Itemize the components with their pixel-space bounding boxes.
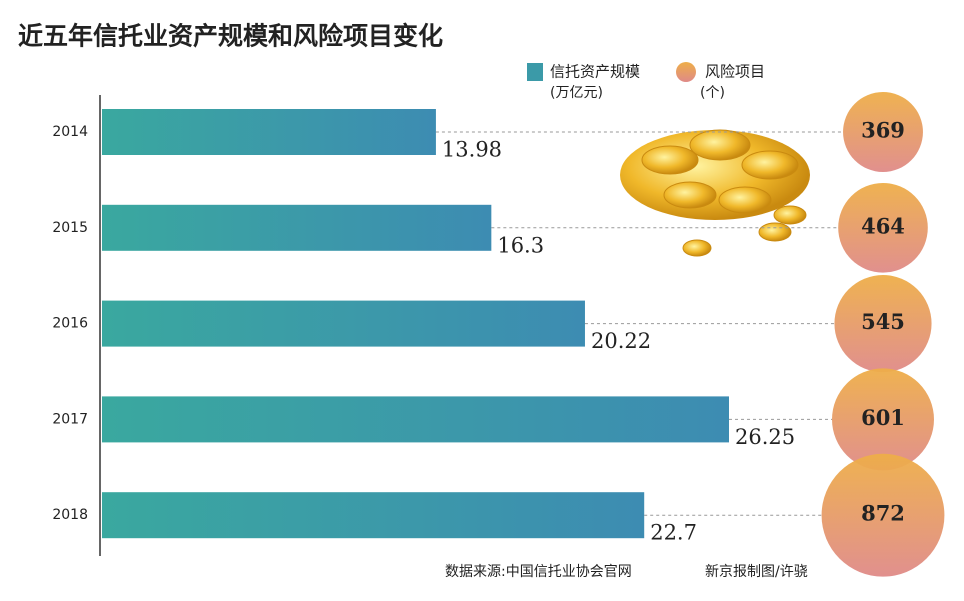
bubble-label: 464	[861, 213, 905, 238]
bubble-label: 601	[861, 405, 905, 430]
legend-label: 风险项目	[705, 63, 765, 81]
bubble	[838, 182, 928, 273]
legend-unit: (个)	[700, 85, 725, 101]
legend-swatch	[676, 62, 696, 82]
source: 数据来源:中国信托业协会官网	[445, 564, 632, 580]
legend-unit: (万亿元)	[550, 85, 603, 101]
value-label: 26.25	[735, 425, 795, 449]
y-tick-label: 2016	[52, 316, 88, 332]
bubble	[821, 453, 945, 577]
legend-swatch	[527, 63, 543, 81]
bar	[102, 492, 645, 539]
y-tick-label: 2015	[52, 220, 88, 236]
bubble	[843, 92, 923, 172]
value-label: 22.7	[650, 521, 697, 545]
y-tick-label: 2014	[52, 124, 88, 140]
value-label: 13.98	[442, 138, 502, 162]
bubble-label: 872	[861, 501, 905, 526]
bar	[102, 396, 729, 443]
bar	[102, 204, 492, 251]
value-label: 20.22	[591, 329, 651, 353]
bar	[102, 300, 585, 347]
coins	[620, 129, 810, 257]
y-tick-label: 2017	[52, 411, 88, 427]
value-label: 16.3	[497, 233, 544, 257]
bubble	[832, 368, 934, 471]
bubble-label: 545	[861, 309, 905, 334]
credit: 新京报制图/许骁	[705, 564, 808, 580]
bubble-label: 369	[861, 118, 905, 143]
bubble	[834, 275, 932, 373]
y-tick-label: 2018	[52, 507, 88, 523]
legend-label: 信托资产规模	[550, 63, 640, 81]
chart-title: 近五年信托业资产规模和风险项目变化	[18, 22, 443, 51]
bar	[102, 109, 436, 155]
